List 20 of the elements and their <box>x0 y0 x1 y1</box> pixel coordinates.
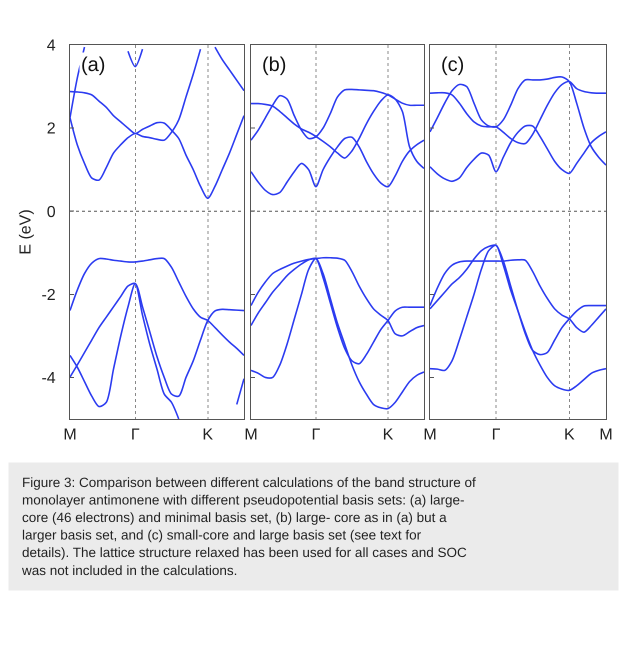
y-tick-label: 2 <box>46 120 56 138</box>
x-tick-label: M <box>599 426 613 444</box>
x-tick-label: M <box>423 426 437 444</box>
annotation: (b) <box>262 54 286 76</box>
x-tick-label: M <box>63 426 77 444</box>
y-tick-label: -4 <box>41 370 56 388</box>
y-tick-label: 4 <box>46 38 56 55</box>
x-tick-label: M <box>244 426 258 444</box>
x-tick-label: K <box>202 426 214 444</box>
y-tick-label: -2 <box>41 286 56 304</box>
y-axis-title: E (eV) <box>17 209 34 255</box>
x-tick-label: Γ <box>311 426 320 444</box>
x-tick-label: K <box>564 426 575 444</box>
caption: Figure 3: Comparison between different calculations of the band structure of monolayer antimonene with different pseudopotential basis sets: (a) large-core (46 electrons) and minimal basis set, (b) large- core as in (a) but a larger basis set, and (c) small-core and large basis set (see text for details). The lattice structure relaxed has been used for all cases and SOC was not included in the calculations. <box>21 475 476 578</box>
annotation: (a) <box>81 54 106 76</box>
x-tick-label: Γ <box>130 426 140 444</box>
x-tick-label: Γ <box>492 426 501 444</box>
x-tick-label: K <box>382 426 394 444</box>
annotation: (c) <box>441 54 464 76</box>
y-tick-label: 0 <box>46 204 56 221</box>
